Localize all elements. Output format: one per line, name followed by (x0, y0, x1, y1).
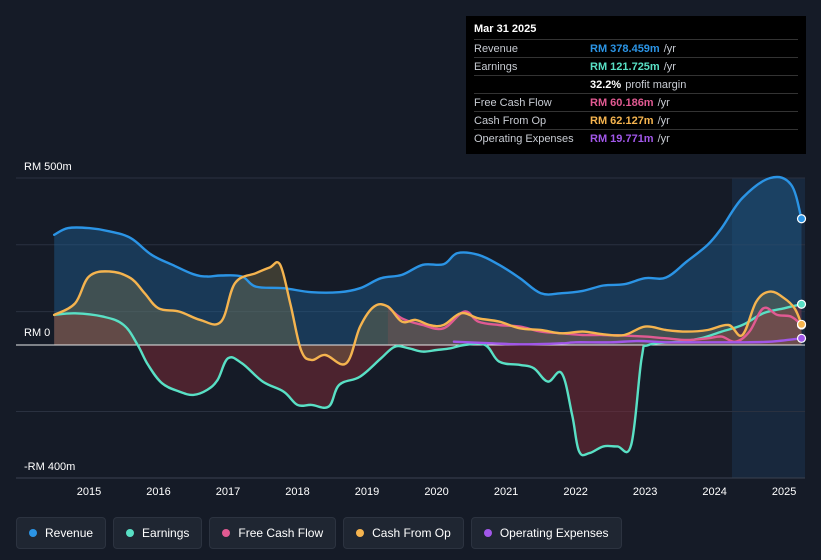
x-tick-label: 2019 (355, 486, 379, 498)
revenue-line (53, 175, 803, 296)
tooltip-date: Mar 31 2025 (474, 23, 537, 35)
earnings-dot-icon (126, 529, 135, 537)
x-tick-label: 2015 (77, 486, 101, 498)
legend-label: Revenue (45, 526, 94, 540)
legend-item-earnings[interactable]: Earnings (113, 517, 203, 549)
tooltip-label: Free Cash Flow (474, 96, 552, 109)
tooltip-unit: /yr (657, 132, 670, 145)
x-tick-label: 2025 (772, 486, 796, 498)
tooltip-value: RM 62.127m (590, 114, 654, 127)
legend-label: Cash From Op (372, 526, 451, 540)
y-axis-top-label: RM 500m (24, 161, 72, 173)
tooltip-unit: /yr (657, 96, 670, 109)
tooltip-label: Revenue (474, 42, 519, 55)
x-tick-label: 2024 (702, 486, 726, 498)
revenue-end-marker (796, 214, 807, 224)
revenue-area (54, 176, 802, 345)
earnings-area (54, 304, 802, 456)
tooltip-value: RM 60.186m (590, 96, 654, 109)
tooltip-row-revenue: Revenue RM 378.459m /yr (474, 39, 798, 57)
tooltip-value: RM 378.459m (590, 42, 660, 55)
tooltip-label: Cash From Op (474, 114, 547, 127)
tooltip-label: Operating Expenses (474, 132, 574, 145)
y-axis-bottom-label: -RM 400m (24, 461, 75, 473)
tooltip-unit: /yr (663, 60, 676, 73)
x-tick-label: 2023 (633, 486, 657, 498)
legend-item-operating-expenses[interactable]: Operating Expenses (470, 517, 622, 549)
tooltip-label: Earnings (474, 60, 518, 73)
free-cash-flow-area (387, 306, 802, 345)
cash-from-op-dot-icon (356, 529, 365, 537)
tooltip-row-free-cash-flow: Free Cash Flow RM 60.186m /yr (474, 93, 798, 111)
tooltip-row-profit-margin: 32.2% profit margin (474, 75, 798, 93)
data-tooltip: Mar 31 2025 Revenue RM 378.459m /yr Earn… (466, 16, 806, 154)
legend-label: Free Cash Flow (238, 526, 324, 540)
tooltip-row-operating-expenses: Operating Expenses RM 19.771m /yr (474, 129, 798, 147)
tooltip-value: RM 19.771m (590, 132, 654, 145)
legend-item-revenue[interactable]: Revenue (16, 517, 107, 549)
tooltip-unit: /yr (663, 42, 676, 55)
cash-from-op-area (54, 262, 802, 365)
x-tick-label: 2018 (285, 486, 309, 498)
x-tick-label: 2020 (424, 486, 448, 498)
free-cash-flow-dot-icon (222, 529, 231, 537)
operating-expenses-dot-icon (483, 529, 492, 537)
x-tick-label: 2016 (146, 486, 170, 498)
legend-label: Earnings (142, 526, 190, 540)
earnings-line (53, 303, 803, 457)
tooltip-unit: /yr (657, 114, 670, 127)
x-tick-label: 2022 (563, 486, 587, 498)
tooltip-value: RM 121.725m (590, 60, 660, 73)
operating-expenses-line (452, 337, 803, 346)
y-axis-zero-label: RM 0 (24, 327, 50, 339)
tooltip-row-cash-from-op: Cash From Op RM 62.127m /yr (474, 111, 798, 129)
revenue-dot-icon (29, 529, 37, 537)
tooltip-unit: profit margin (625, 78, 687, 91)
legend-label: Operating Expenses (499, 526, 609, 540)
earnings-end-marker (796, 299, 807, 309)
cash-from-op-line (53, 260, 803, 366)
cash-from-op-end-marker (796, 319, 807, 329)
tooltip-row-earnings: Earnings RM 121.725m /yr (474, 57, 798, 75)
legend-item-cash-from-op[interactable]: Cash From Op (343, 517, 464, 549)
x-tick-label: 2021 (494, 486, 518, 498)
chart-legend: Revenue Earnings Free Cash Flow Cash Fro… (16, 517, 629, 549)
x-tick-label: 2017 (216, 486, 240, 498)
operating-expenses-end-marker (796, 333, 807, 343)
legend-item-free-cash-flow[interactable]: Free Cash Flow (209, 517, 337, 549)
tooltip-value: 32.2% (590, 78, 622, 91)
